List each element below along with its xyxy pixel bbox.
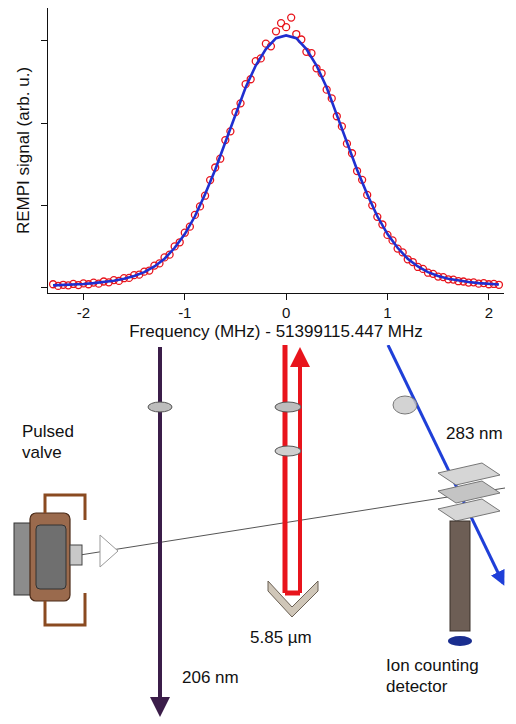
svg-text:283 nm: 283 nm [446, 424, 503, 443]
svg-text:-1: -1 [178, 304, 191, 321]
svg-text:1: 1 [383, 304, 391, 321]
svg-text:REMPI signal (arb. u.): REMPI signal (arb. u.) [14, 67, 33, 234]
svg-text:Ion countingdetector: Ion countingdetector [386, 656, 479, 696]
svg-text:206 nm: 206 nm [182, 668, 239, 687]
svg-text:-2: -2 [77, 304, 90, 321]
svg-text:5.85 µm: 5.85 µm [250, 628, 312, 647]
svg-text:0: 0 [282, 304, 290, 321]
svg-text:Pulsedvalve: Pulsedvalve [22, 422, 74, 462]
svg-text:2: 2 [485, 304, 493, 321]
svg-text:Frequency (MHz) - 51399115.447: Frequency (MHz) - 51399115.447 MHz [129, 322, 423, 341]
